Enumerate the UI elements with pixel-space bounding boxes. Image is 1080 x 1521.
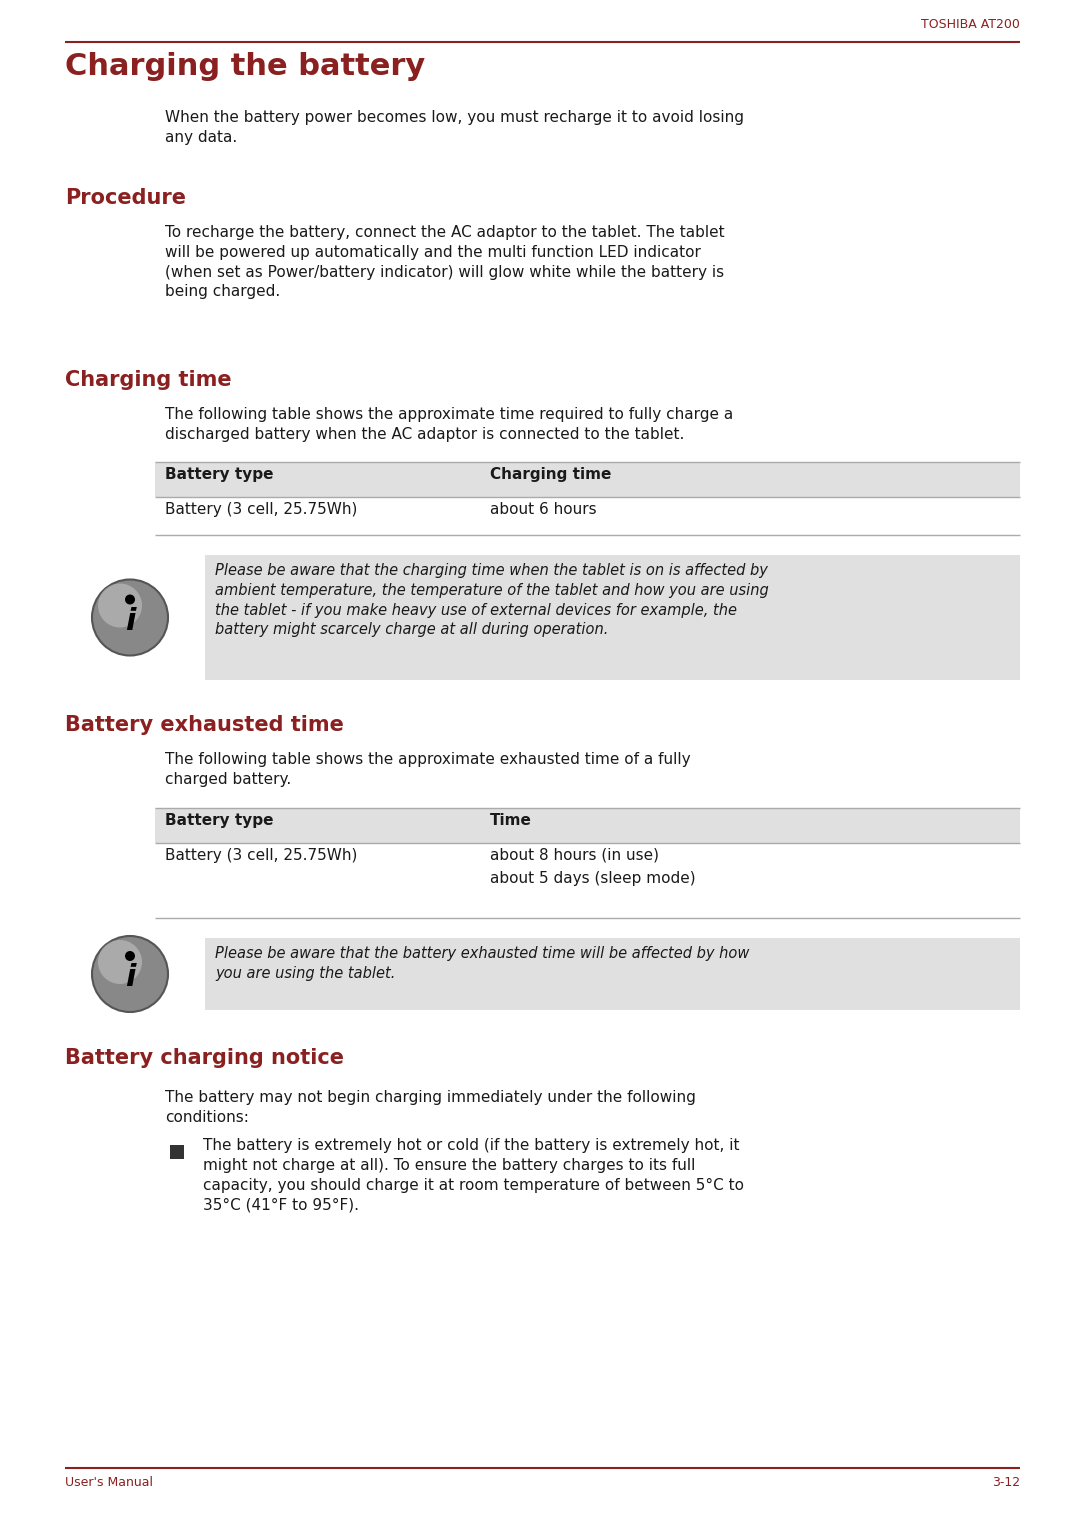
Text: Battery (3 cell, 25.75Wh): Battery (3 cell, 25.75Wh) — [165, 502, 357, 517]
Text: Battery charging notice: Battery charging notice — [65, 1048, 345, 1068]
Circle shape — [92, 580, 168, 656]
Text: Battery (3 cell, 25.75Wh): Battery (3 cell, 25.75Wh) — [165, 849, 357, 862]
Text: about 6 hours: about 6 hours — [490, 502, 596, 517]
Text: Please be aware that the charging time when the tablet is on is affected by
ambi: Please be aware that the charging time w… — [215, 563, 769, 637]
Text: about 5 days (sleep mode): about 5 days (sleep mode) — [490, 872, 696, 887]
Text: Battery exhausted time: Battery exhausted time — [65, 715, 343, 735]
Text: i: i — [125, 607, 135, 636]
Circle shape — [92, 935, 168, 1011]
Circle shape — [98, 940, 141, 984]
FancyBboxPatch shape — [170, 1145, 184, 1159]
Text: When the battery power becomes low, you must recharge it to avoid losing
any dat: When the battery power becomes low, you … — [165, 110, 744, 144]
FancyBboxPatch shape — [156, 462, 1020, 497]
Text: Battery type: Battery type — [165, 467, 273, 482]
Text: about 8 hours (in use): about 8 hours (in use) — [490, 849, 659, 862]
FancyBboxPatch shape — [205, 938, 1020, 1010]
Text: Charging time: Charging time — [490, 467, 611, 482]
Circle shape — [125, 595, 135, 604]
Text: Charging the battery: Charging the battery — [65, 52, 426, 81]
Text: Procedure: Procedure — [65, 189, 186, 208]
Text: i: i — [125, 963, 135, 993]
Text: Please be aware that the battery exhausted time will be affected by how
you are : Please be aware that the battery exhaust… — [215, 946, 750, 981]
FancyBboxPatch shape — [156, 808, 1020, 843]
FancyBboxPatch shape — [205, 555, 1020, 680]
Text: User's Manual: User's Manual — [65, 1475, 153, 1489]
FancyBboxPatch shape — [156, 497, 1020, 535]
Text: The following table shows the approximate exhausted time of a fully
charged batt: The following table shows the approximat… — [165, 751, 690, 786]
Text: The following table shows the approximate time required to fully charge a
discha: The following table shows the approximat… — [165, 408, 733, 441]
Text: Time: Time — [490, 814, 531, 827]
Text: 3-12: 3-12 — [991, 1475, 1020, 1489]
Text: Battery type: Battery type — [165, 814, 273, 827]
Text: The battery may not begin charging immediately under the following
conditions:: The battery may not begin charging immed… — [165, 1091, 696, 1126]
Text: Charging time: Charging time — [65, 370, 231, 389]
Circle shape — [125, 951, 135, 961]
Text: TOSHIBA AT200: TOSHIBA AT200 — [921, 18, 1020, 30]
Circle shape — [98, 584, 141, 628]
FancyBboxPatch shape — [156, 843, 1020, 919]
Text: The battery is extremely hot or cold (if the battery is extremely hot, it
might : The battery is extremely hot or cold (if… — [203, 1138, 744, 1212]
Text: To recharge the battery, connect the AC adaptor to the tablet. The tablet
will b: To recharge the battery, connect the AC … — [165, 225, 725, 300]
